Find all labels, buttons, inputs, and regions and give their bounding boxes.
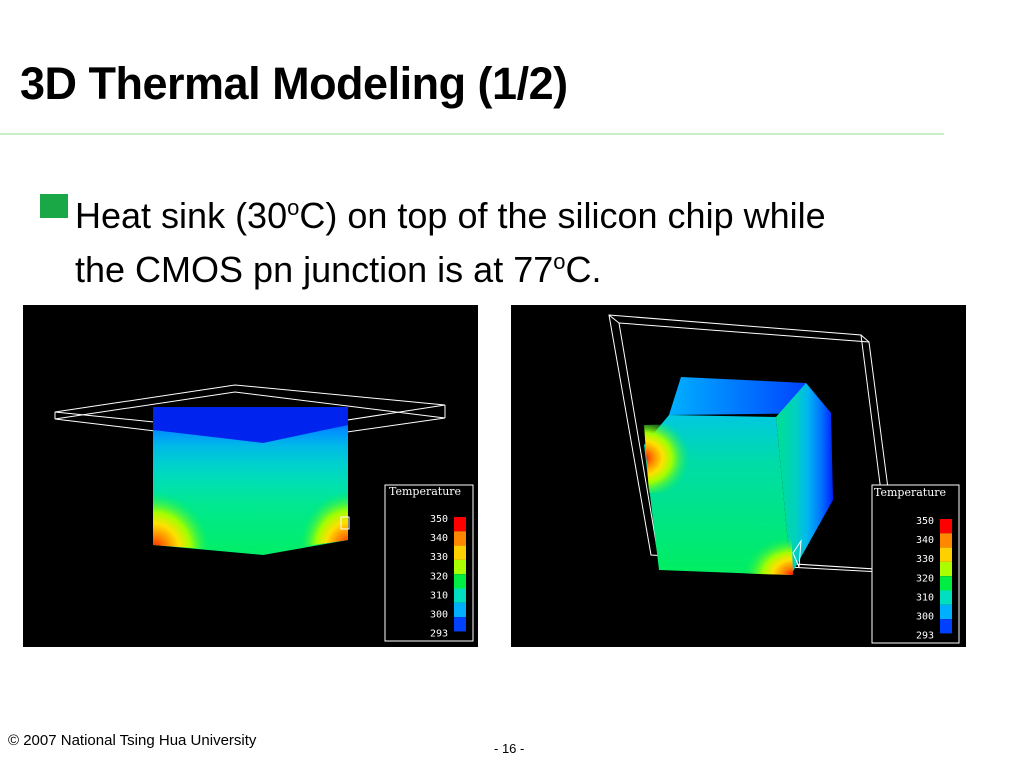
legend-tick-label: 293 (430, 629, 448, 640)
legend-color-swatch (454, 617, 466, 632)
legend-title: Temperature (874, 486, 946, 499)
title-divider (0, 133, 944, 135)
legend-color-swatch (940, 604, 952, 620)
legend-tick-label: 320 (430, 571, 448, 582)
legend-title: Temperature (389, 485, 461, 498)
legend-color-swatch (454, 545, 466, 560)
legend-tick-label: 350 (430, 514, 448, 525)
legend-color-swatch (940, 561, 952, 577)
legend-color-swatch (454, 531, 466, 546)
bullet-line2-post: C. (565, 249, 602, 290)
temperature-legend: Temperature 350 340 330 320 310 300 293 (384, 484, 474, 642)
slide-title: 3D Thermal Modeling (1/2) (20, 58, 568, 109)
legend-color-swatch (940, 619, 952, 634)
legend-tick-label: 350 (916, 516, 934, 527)
legend-tick-label: 310 (430, 590, 448, 601)
legend-color-swatch (940, 576, 952, 591)
footer-copyright: © 2007 National Tsing Hua University (8, 732, 257, 749)
legend-color-swatch (454, 602, 466, 618)
legend-color-swatch (940, 590, 952, 605)
legend-color-swatch (940, 533, 952, 548)
legend-color-swatch (454, 574, 466, 589)
page-number: - 16 - (494, 741, 525, 756)
legend-tick-label: 300 (916, 612, 934, 623)
legend-color-swatch (940, 519, 952, 534)
degree-sup-1: o (287, 195, 300, 220)
legend-tick-label: 310 (916, 592, 934, 603)
legend-color-swatch (940, 547, 952, 562)
legend-tick-label: 300 (430, 610, 448, 621)
degree-sup-2: o (553, 249, 566, 274)
legend-color-swatch (454, 559, 466, 575)
bullet-square-icon (40, 194, 68, 218)
bullet-line1-pre: Heat sink (30 (75, 195, 288, 236)
thermal-model-angled-view: Temperature 350 340 330 320 310 300 293 (511, 305, 966, 647)
legend-color-swatch (454, 588, 466, 603)
temperature-legend: Temperature 350 340 330 320 310 300 293 (871, 484, 960, 644)
legend-tick-label: 293 (916, 631, 934, 642)
legend-tick-label: 340 (916, 535, 934, 546)
legend-tick-label: 330 (916, 554, 934, 565)
thermal-model-front-view: Temperature 350 340 330 320 310 300 293 (23, 305, 478, 647)
legend-tick-label: 330 (430, 552, 448, 563)
bullet-line1-post: C) on top of the silicon chip while (299, 195, 826, 236)
legend-color-swatch (454, 517, 466, 532)
legend-tick-label: 320 (916, 573, 934, 584)
legend-tick-label: 340 (430, 533, 448, 544)
bullet-line2-pre: the CMOS pn junction is at 77 (75, 249, 554, 290)
bullet-text: Heat sink (30oC) on top of the silicon c… (75, 185, 955, 293)
